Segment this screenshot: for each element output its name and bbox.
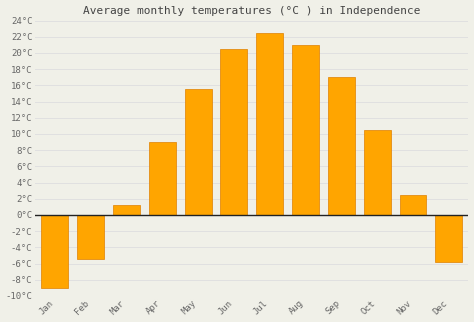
Bar [292,45,319,215]
Bar [256,33,283,215]
Title: Average monthly temperatures (°C ) in Independence: Average monthly temperatures (°C ) in In… [83,5,420,15]
Bar [328,77,355,215]
Bar [149,142,176,215]
Bar [41,215,68,288]
Bar [400,195,427,215]
Bar [364,130,391,215]
Bar [113,205,140,215]
Bar [77,215,104,260]
Bar [220,49,247,215]
Bar [435,215,462,262]
Bar [185,89,211,215]
